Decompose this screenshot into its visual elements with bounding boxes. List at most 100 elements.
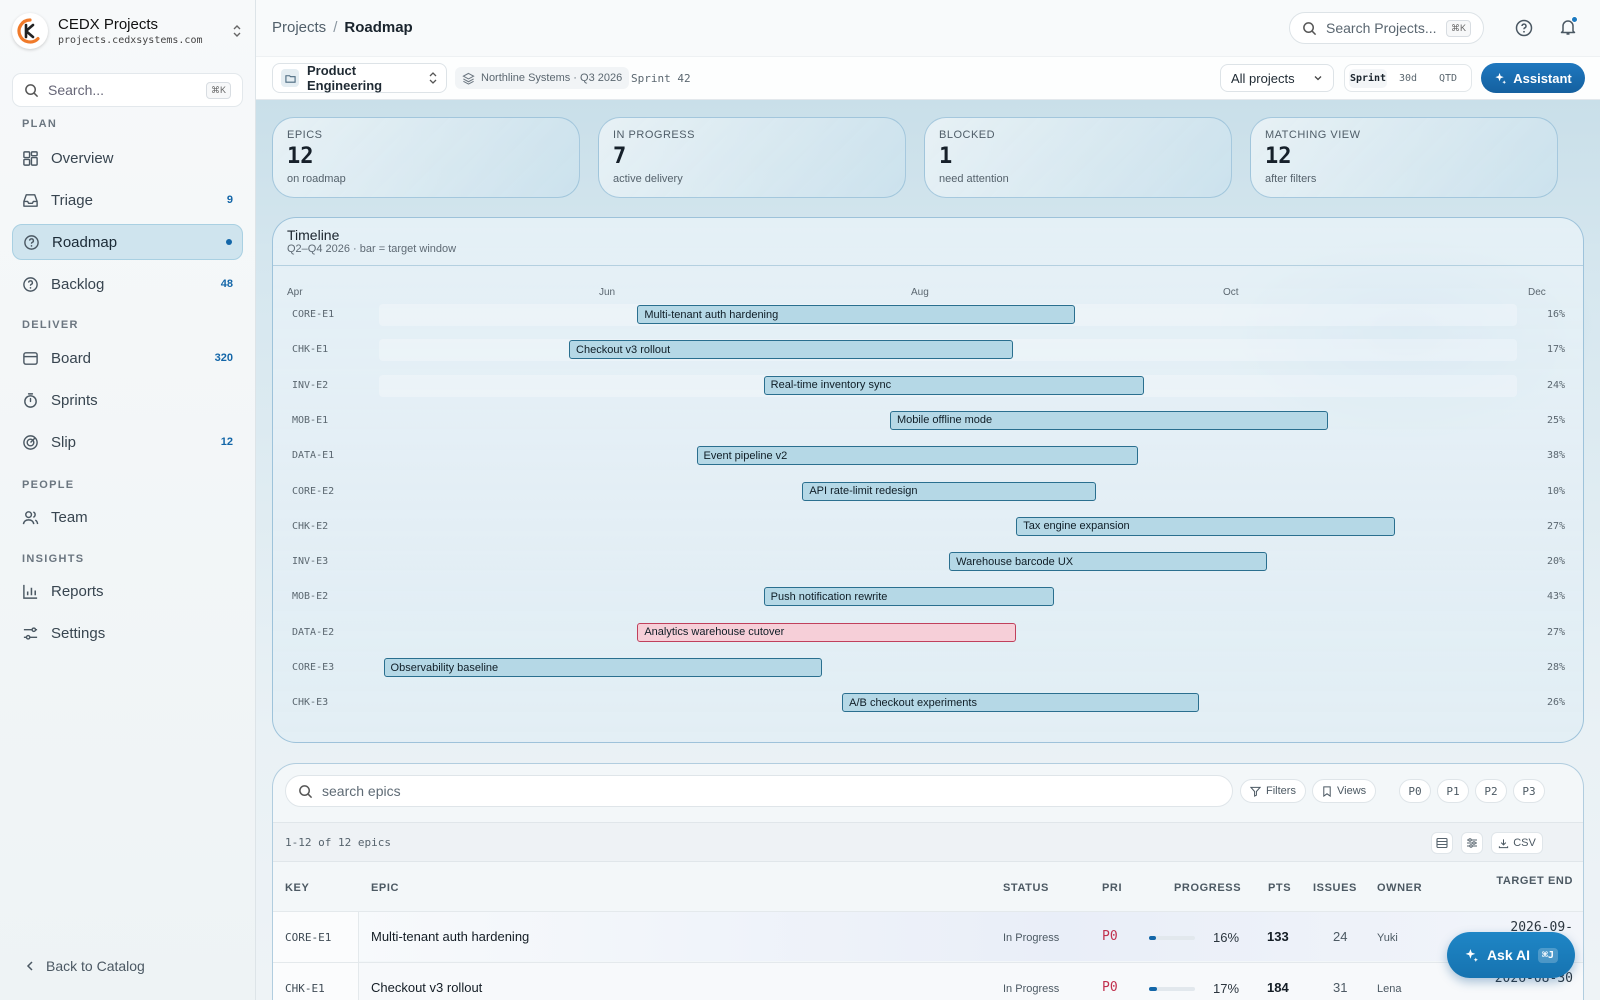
column-header-issues[interactable]: ISSUES [1313,882,1357,894]
timeline-bar[interactable]: Real-time inventory sync [763,375,1144,395]
density-button[interactable] [1431,832,1453,854]
sidebar-item-label: Slip [51,433,77,451]
stat-card-in-progress: IN PROGRESS 7 active delivery [598,117,906,198]
range-option-30d[interactable]: 30d [1398,72,1418,84]
column-header-progress[interactable]: PROGRESS [1174,882,1242,894]
sidebar-item-team[interactable]: Team [12,499,243,535]
range-option-qtd[interactable]: QTD [1438,72,1458,84]
timeline-bar[interactable]: Push notification rewrite [763,587,1054,607]
timeline-row-progress: 27% [1546,626,1565,638]
sidebar-item-overview[interactable]: Overview [12,140,243,176]
global-search-input[interactable]: Search Projects... ⌘K [1289,12,1484,44]
help-icon[interactable] [1515,19,1533,37]
sidebar-item-board[interactable]: Board 320 [12,340,243,376]
table-toolbar: 1-12 of 12 epics CSV [273,822,1583,862]
table-row[interactable]: CORE-E1 Multi-tenant auth hardening In P… [273,911,1583,962]
priority-filter-p1[interactable]: P1 [1437,779,1469,803]
workspace-switcher[interactable]: CEDX Projects projects.cedxsystems.com [12,12,244,50]
timeline-row-progress: 25% [1546,414,1565,426]
context-bar: Product Engineering Northline Systems · … [256,56,1600,100]
ask-ai-label: Ask AI [1486,947,1530,963]
progress-fill [1149,936,1157,940]
sidebar-item-label: Overview [51,149,114,167]
section-label-insights: INSIGHTS [22,553,85,565]
priority-filter-p2[interactable]: P2 [1475,779,1507,803]
sidebar-item-roadmap[interactable]: Roadmap [12,224,243,260]
story-points: 184 [1267,980,1289,995]
timeline-row-progress: 17% [1546,344,1565,356]
priority-filter-p0[interactable]: P0 [1399,779,1431,803]
column-header-epic[interactable]: EPIC [371,882,400,894]
epics-table-card: search epics Filters Views P0 P1 P2 P3 1… [272,763,1584,1000]
column-header-status[interactable]: STATUS [1003,882,1049,894]
column-header-target-end[interactable]: TARGET END [1496,875,1573,887]
search-icon [299,784,313,798]
sparkle-icon [1495,72,1507,84]
column-header-owner[interactable]: OWNER [1377,882,1423,894]
column-header-key[interactable]: KEY [285,882,310,894]
workspace-select[interactable]: Product Engineering [272,63,447,93]
status-text: In Progress [1003,983,1060,995]
breadcrumb-projects[interactable]: Projects [272,19,327,36]
epic-search-input[interactable]: search epics [285,775,1233,807]
timeline-bar[interactable]: A/B checkout experiments [842,693,1200,713]
key-cell [273,912,359,962]
month-label: Apr [287,287,303,298]
shortcut-hint: ⌘K [205,81,231,99]
sliders-icon [23,626,38,640]
timeline-bar[interactable]: Multi-tenant auth hardening [637,305,1076,324]
notifications-button[interactable] [1559,16,1578,36]
issue-count: 24 [1333,929,1348,944]
epic-name[interactable]: Checkout v3 rollout [371,980,483,995]
priority-filter-p3[interactable]: P3 [1513,779,1545,803]
timeline-bar[interactable]: Event pipeline v2 [696,446,1139,466]
column-settings-button[interactable] [1461,832,1483,854]
project-select[interactable]: All projects [1220,64,1334,92]
export-csv-button[interactable]: CSV [1491,832,1543,854]
back-to-catalog-link[interactable]: Back to Catalog [24,958,145,974]
timeline-bar[interactable]: Tax engine expansion [1016,516,1396,536]
timeline-row-key: CORE-E1 [292,309,335,320]
range-option-sprint[interactable]: Sprint [1349,68,1387,88]
story-points: 133 [1267,929,1289,944]
sidebar-search[interactable]: Search... ⌘K [12,73,243,107]
table-row[interactable]: CHK-E1 Checkout v3 rollout In Progress P… [273,962,1583,1000]
views-button[interactable]: Views [1312,779,1377,803]
ask-ai-button[interactable]: Ask AI ⌘J [1447,932,1575,978]
stat-label: IN PROGRESS [613,129,695,141]
filters-button[interactable]: Filters [1240,779,1306,803]
sidebar-search-placeholder: Search... [48,82,105,98]
epic-name[interactable]: Multi-tenant auth hardening [371,929,530,944]
stat-label: EPICS [287,129,323,141]
time-range-toggle: Sprint 30d QTD [1344,64,1472,92]
top-bar: Projects / Roadmap Search Projects... ⌘K [256,0,1600,56]
sidebar-item-triage[interactable]: Triage 9 [12,182,243,218]
timeline-bar[interactable]: Analytics warehouse cutover [637,622,1017,642]
help-circle-icon [23,276,38,292]
timeline-bar[interactable]: Checkout v3 rollout [569,340,1013,360]
assistant-button[interactable]: Assistant [1481,63,1585,93]
sidebar-item-backlog[interactable]: Backlog 48 [12,266,243,302]
bar-chart-icon [23,584,38,599]
timeline-bar[interactable]: Warehouse barcode UX [949,552,1267,572]
stat-sub: on roadmap [287,173,346,185]
columns-icon [23,351,38,365]
org-chip: Northline Systems · Q3 2026 [455,67,630,89]
progress-percent: 16% [1213,930,1240,945]
sidebar-item-slip[interactable]: Slip 12 [12,424,243,460]
stat-sub: after filters [1265,173,1317,185]
sidebar-item-reports[interactable]: Reports [12,573,243,609]
timeline-row-key: CHK-E2 [292,520,329,532]
timeline-bar[interactable]: Mobile offline mode [889,410,1329,430]
column-header-points[interactable]: PTS [1268,882,1292,894]
sidebar-item-settings[interactable]: Settings [12,615,243,651]
grid-icon [23,150,38,166]
stat-value: 12 [1265,144,1292,169]
timeline-bar[interactable]: Observability baseline [383,658,822,677]
timeline-bar[interactable]: API rate-limit redesign [802,481,1096,501]
stat-card-epics: EPICS 12 on roadmap [272,117,580,198]
sidebar-item-sprints[interactable]: Sprints [12,382,243,418]
search-icon [25,83,39,97]
timeline-row-key: MOB-E1 [292,414,329,426]
column-header-priority[interactable]: PRI [1102,882,1123,894]
